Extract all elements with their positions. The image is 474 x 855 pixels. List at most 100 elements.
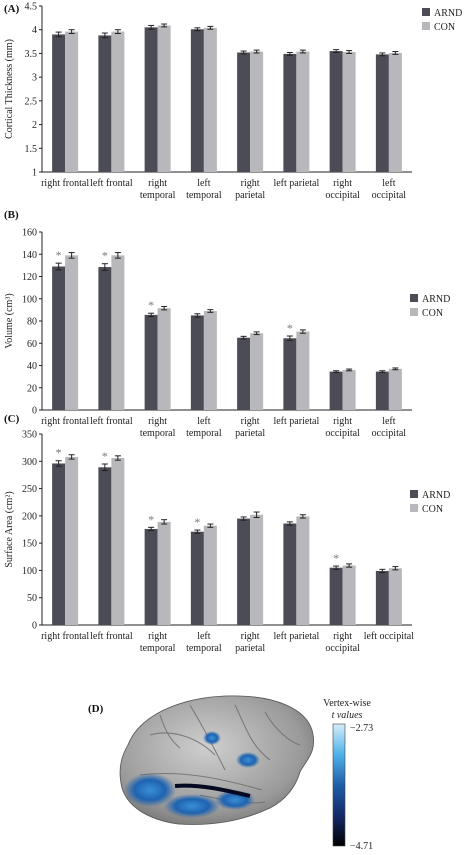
bar-con bbox=[296, 516, 310, 625]
category-label: right parietal bbox=[235, 631, 265, 654]
bar-con bbox=[65, 456, 79, 625]
y-tick-label: 120 bbox=[22, 272, 37, 283]
bar-con bbox=[65, 31, 79, 172]
significance-star: * bbox=[102, 249, 108, 263]
bar-con bbox=[203, 525, 217, 625]
category-label: left parietal bbox=[273, 631, 319, 642]
y-tick-label: 1.5 bbox=[25, 144, 38, 155]
bar-arnd bbox=[237, 337, 251, 410]
bar-arnd bbox=[144, 528, 158, 625]
y-tick-label: 150 bbox=[22, 539, 37, 550]
bar-arnd bbox=[237, 518, 251, 625]
y-tick-label: 100 bbox=[22, 566, 37, 577]
y-axis-title: Volume (cm³) bbox=[4, 293, 15, 348]
category-label: right parietal bbox=[235, 178, 265, 201]
bar-arnd bbox=[98, 35, 112, 172]
bar-arnd bbox=[283, 523, 297, 625]
category-label: left frontal bbox=[90, 178, 133, 189]
y-tick-label: 3 bbox=[32, 73, 37, 84]
y-tick-label: 140 bbox=[22, 250, 37, 261]
y-tick-label: 200 bbox=[22, 511, 37, 522]
bar-con bbox=[203, 310, 217, 410]
category-label: right frontal bbox=[41, 416, 89, 427]
brain-significant-regions bbox=[124, 731, 260, 818]
bar-arnd bbox=[190, 29, 204, 172]
category-label: left frontal bbox=[90, 631, 133, 642]
category-label: right occipital bbox=[325, 178, 360, 201]
category-label: left parietal bbox=[273, 416, 319, 427]
significance-star: * bbox=[148, 298, 154, 312]
colorbar-max-label: −2.73 bbox=[350, 723, 373, 734]
y-axis-title: Cortical Thickness (mm) bbox=[4, 39, 15, 139]
bar-con bbox=[388, 52, 402, 172]
bar-con bbox=[157, 25, 171, 173]
y-tick-label: 4 bbox=[32, 25, 37, 36]
bar-con bbox=[65, 255, 79, 410]
bar-con bbox=[111, 458, 125, 625]
significance-star: * bbox=[194, 515, 200, 529]
y-tick-label: 50 bbox=[27, 593, 37, 604]
colorbar-title-line2: t values bbox=[332, 710, 363, 721]
bar-con bbox=[157, 308, 171, 410]
y-tick-label: 0 bbox=[32, 406, 37, 417]
bar-con bbox=[111, 31, 125, 172]
bar-arnd bbox=[52, 266, 66, 410]
bar-con bbox=[388, 368, 402, 410]
legend-swatch-arnd bbox=[410, 490, 418, 498]
y-tick-label: 2 bbox=[32, 120, 37, 131]
bar-con bbox=[250, 514, 264, 625]
legend-swatch-arnd bbox=[422, 8, 430, 16]
category-label: left frontal bbox=[90, 416, 133, 427]
category-label: right parietal bbox=[235, 416, 265, 439]
category-label: left temporal bbox=[186, 631, 222, 654]
category-label: right temporal bbox=[140, 178, 176, 201]
category-label: right occipital bbox=[325, 416, 360, 439]
bar-con bbox=[203, 27, 217, 173]
significance-star: * bbox=[333, 551, 339, 565]
bar-con bbox=[342, 565, 356, 625]
bar-arnd bbox=[375, 54, 389, 172]
category-label: left parietal bbox=[273, 178, 319, 189]
significance-star: * bbox=[56, 248, 62, 262]
y-tick-label: 3.5 bbox=[25, 49, 38, 60]
bar-arnd bbox=[98, 267, 112, 410]
category-label: right occipital bbox=[325, 631, 360, 654]
panel-a-chart: (A) 1 1.5 2 2.5 3 3.5 4 4.5 Cortical Thickness (m… bbox=[4, 2, 462, 202]
y-tick-label: 100 bbox=[22, 294, 37, 305]
bar-arnd bbox=[190, 531, 204, 625]
bar-arnd bbox=[283, 338, 297, 410]
colorbar-min-label: −4.71 bbox=[350, 841, 373, 852]
category-label: left temporal bbox=[186, 416, 222, 439]
bar-arnd bbox=[144, 314, 158, 410]
legend-swatch-con bbox=[410, 504, 418, 512]
legend-swatch-con bbox=[410, 308, 418, 316]
bar-arnd bbox=[375, 371, 389, 410]
bar-arnd bbox=[144, 27, 158, 172]
category-label: right temporal bbox=[140, 416, 176, 439]
bar-con bbox=[111, 255, 125, 410]
panel-c-chart: (C) 0 50 100 150 200 250 300 350 Surface Area (cm… bbox=[4, 413, 450, 654]
legend-label-con: CON bbox=[434, 22, 455, 33]
legend-label-arnd: ARND bbox=[422, 490, 450, 501]
bar-arnd bbox=[329, 567, 343, 625]
bar-arnd bbox=[329, 51, 343, 172]
legend-swatch-arnd bbox=[410, 294, 418, 302]
panel-label: (B) bbox=[4, 209, 19, 221]
bar-con bbox=[342, 52, 356, 172]
bar-arnd bbox=[375, 570, 389, 625]
panel-label: (A) bbox=[4, 3, 20, 15]
y-tick-label: 350 bbox=[22, 430, 37, 441]
bar-con bbox=[296, 51, 310, 172]
y-tick-label: 60 bbox=[27, 339, 37, 350]
category-label: right frontal bbox=[41, 631, 89, 642]
y-tick-label: 80 bbox=[27, 317, 37, 328]
y-tick-label: 0 bbox=[32, 621, 37, 632]
legend-label-con: CON bbox=[422, 504, 443, 515]
panel-d-brain-map: (D) Vertex-wise t values −2.73 −4.71 bbox=[88, 695, 373, 852]
bar-arnd bbox=[190, 315, 204, 410]
y-tick-label: 300 bbox=[22, 457, 37, 468]
legend-swatch-con bbox=[422, 22, 430, 30]
bar-con bbox=[157, 521, 171, 625]
category-label: left occipital bbox=[364, 631, 414, 642]
y-tick-label: 40 bbox=[27, 361, 37, 372]
